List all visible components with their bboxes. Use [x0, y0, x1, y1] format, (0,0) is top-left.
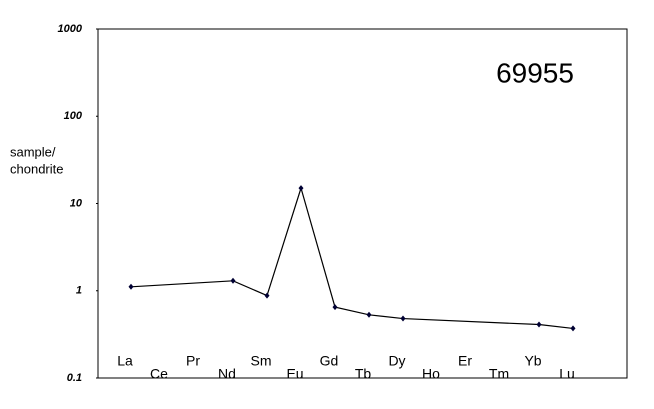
x-tick-label: Eu [286, 366, 303, 382]
x-tick-label: Dy [388, 353, 405, 369]
data-point [264, 292, 270, 299]
x-tick-label: La [117, 353, 133, 369]
x-tick-label: Er [458, 353, 472, 369]
y-tick-label: 1 [76, 285, 82, 297]
x-tick-label: Sm [251, 353, 272, 369]
y-tick-label: 1000 [58, 23, 83, 35]
data-point [128, 283, 134, 290]
x-tick-label: Ho [422, 366, 440, 382]
data-point [332, 304, 338, 311]
y-axis-label: sample/ [10, 144, 56, 159]
x-tick-label: Gd [320, 353, 339, 369]
data-point [298, 185, 304, 192]
x-tick-label: Ce [150, 366, 168, 382]
data-point [536, 321, 542, 328]
y-tick-label: 10 [70, 197, 83, 209]
series-line [130, 186, 574, 330]
x-tick-label: Yb [524, 353, 541, 369]
x-tick-label: Nd [218, 366, 236, 382]
data-point [400, 315, 406, 322]
data-point [570, 325, 576, 332]
y-axis-label: chondrite [10, 161, 63, 176]
data-point [230, 277, 236, 284]
chart-title: 69955 [496, 57, 574, 88]
data-point [366, 311, 372, 318]
y-tick-label: 100 [64, 110, 83, 122]
y-tick-label: 0.1 [67, 372, 82, 384]
x-tick-label: Tb [355, 366, 372, 382]
x-tick-label: Pr [186, 353, 200, 369]
x-tick-label: Lu [559, 366, 575, 382]
x-tick-label: Tm [489, 366, 509, 382]
